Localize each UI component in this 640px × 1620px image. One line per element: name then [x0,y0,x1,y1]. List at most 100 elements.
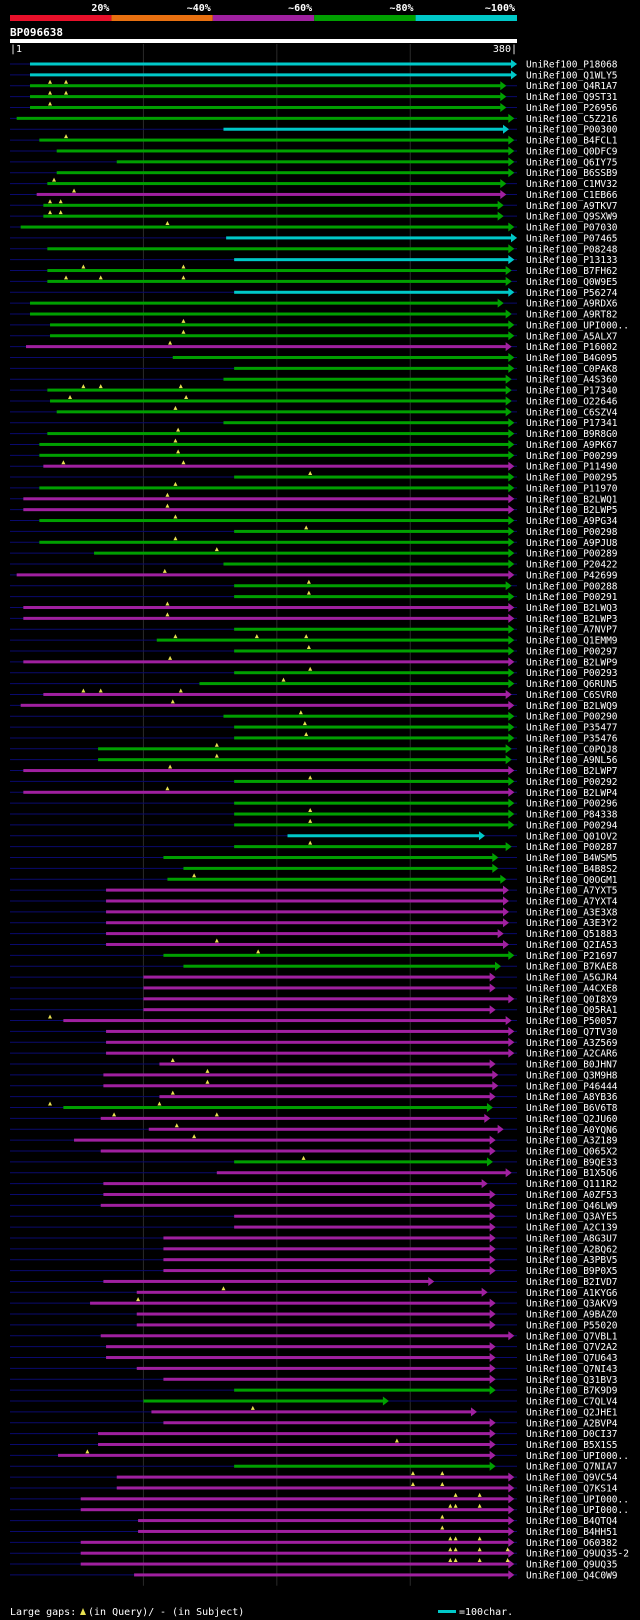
hit-row: UniRef100_C0PAK8 [10,363,618,375]
hit-name: UniRef100_P07030 [526,223,618,234]
hit-bar [234,1388,491,1392]
hit-arrow-icon [492,863,499,873]
hit-arrow-icon [505,385,512,395]
hit-name: UniRef100_A9RT82 [526,310,618,321]
hit-name: UniRef100_A9PG34 [526,516,618,527]
hit-row: UniRef100_B2LWP7 [10,764,618,777]
hit-name: UniRef100_B4G095 [526,353,618,364]
hit-bar [223,562,510,566]
hit-row: UniRef100_A1KYG6 [10,1286,618,1299]
gap-marker [308,471,313,476]
hit-arrow-icon [500,189,507,199]
hit-arrow-icon [484,1113,491,1123]
hit-bar [226,236,513,240]
hit-name: UniRef100_B7FH62 [526,266,618,277]
hit-name: UniRef100_A3PBV5 [526,1255,618,1266]
hit-arrow-icon [508,516,515,526]
hit-row: UniRef100_P50057 [10,1014,618,1027]
hit-name: UniRef100_B4QTQ4 [526,1516,618,1527]
hit-name: UniRef100_P50057 [526,1016,618,1027]
hit-name: UniRef100_C1EB66 [526,190,618,201]
hit-row: UniRef100_B4WSM5 [10,853,618,864]
hit-arrow-icon [500,92,507,102]
hit-name: UniRef100_C6SVR0 [526,690,618,701]
hit-name: UniRef100_UPI000.. [526,1494,629,1505]
hit-row: UniRef100_P07465 [10,233,618,244]
hit-bar [98,1442,491,1446]
hit-bar [138,1529,510,1533]
hit-name: UniRef100_Q9UQ35-2 [526,1549,629,1560]
hit-name: UniRef100_Q7V2A2 [526,1342,618,1353]
hit-bar [47,432,510,436]
hit-arrow-icon [508,472,515,482]
gap-marker [448,1547,453,1552]
gap-marker [98,384,103,389]
hit-name: UniRef100_B2IVD7 [526,1277,618,1288]
hit-name: UniRef100_P11970 [526,483,618,494]
hit-arrow-icon [511,233,517,243]
hit-row: UniRef100_P16002 [10,340,618,353]
hit-bar [138,1519,510,1523]
hit-row: UniRef100_C7QLV4 [10,1396,618,1408]
hit-name: UniRef100_A8YB36 [526,1092,618,1103]
hit-bar [100,1149,491,1153]
hit-row: UniRef100_B6SSB9 [10,168,618,179]
hit-bar [106,1029,510,1033]
hit-name: UniRef100_P16002 [526,342,618,353]
hit-row: UniRef100_D0CI37 [10,1429,618,1440]
hit-row: UniRef100_Q9UQ35 [10,1558,618,1571]
hit-bar [106,921,504,925]
hit-name: UniRef100_B9P0X5 [526,1266,618,1277]
hit-bar [56,171,510,175]
hit-name: UniRef100_Q31BV3 [526,1375,618,1386]
hit-bar [39,453,510,457]
hit-arrow-icon [489,1363,496,1373]
hit-name: UniRef100_Q0OGM1 [526,875,618,886]
hit-name: UniRef100_C7QLV4 [526,1397,618,1408]
hit-name: UniRef100_Q6IY75 [526,157,618,168]
hit-name: UniRef100_P00298 [526,527,618,538]
hit-bar [136,1312,491,1316]
hit-bar [80,1497,510,1501]
hit-row: UniRef100_Q6IY75 [10,157,618,168]
gap-marker [306,590,311,595]
gap-marker [48,101,53,106]
gap-marker [440,1525,445,1530]
hit-arrow-icon [511,70,517,80]
hit-bar [106,1356,491,1360]
hit-arrow-icon [502,939,509,949]
hit-name: UniRef100_A5ALX7 [526,331,618,342]
hit-bar [106,932,499,936]
hit-name: UniRef100_A8G3U7 [526,1233,618,1244]
hit-name: UniRef100_P26956 [526,103,618,114]
hit-arrow-icon [508,646,515,656]
gap-marker [64,79,69,84]
gap-marker [61,460,66,465]
hit-row: UniRef100_P11970 [10,481,618,494]
gap-marker [48,79,53,84]
gap-marker [448,1503,453,1508]
gap-marker [448,1558,453,1563]
gap-marker [157,1101,162,1106]
hit-arrow-icon [508,820,515,830]
gap-marker [453,1558,458,1563]
hit-row: UniRef100_P46444 [10,1079,618,1092]
hit-bar [234,823,510,827]
hit-arrow-icon [508,603,515,612]
hit-bar [74,1138,491,1142]
hit-arrow-icon [489,1059,496,1069]
hit-bar [234,1214,491,1218]
gap-marker [170,1058,175,1063]
hit-name: UniRef100_P21697 [526,951,618,962]
hit-bar [106,1345,491,1349]
hit-arrow-icon [508,1331,515,1341]
gap-marker [477,1503,482,1508]
identity-bin-5 [415,15,517,21]
hit-bar [134,1573,510,1577]
hit-name: UniRef100_Q2JU60 [526,1114,618,1125]
hit-name: UniRef100_Q7TV30 [526,1027,618,1038]
hit-arrow-icon [489,1222,496,1232]
hit-arrow-icon [508,700,515,710]
hit-row: UniRef100_B2LWP9 [10,655,618,668]
gap-marker [181,264,186,269]
